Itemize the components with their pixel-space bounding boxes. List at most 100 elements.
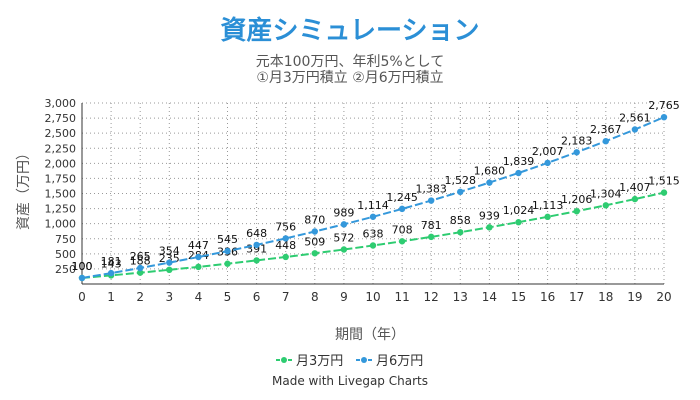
y-tick-label: 2,500 — [45, 127, 77, 140]
x-tick-label: 0 — [78, 290, 86, 304]
data-label-series-1: 781 — [421, 219, 442, 232]
data-point-series-1 — [369, 242, 377, 249]
data-label-series-2: 648 — [246, 227, 267, 240]
data-point-series-2 — [253, 241, 260, 249]
data-label-series-2: 2,183 — [561, 134, 593, 147]
data-point-series-2 — [515, 169, 522, 177]
data-label-series-2: 989 — [333, 206, 354, 219]
data-label-series-1: 858 — [450, 214, 471, 227]
x-tick-label: 6 — [253, 290, 261, 304]
chart-subtitle-line-1: 元本100万円、年利5%として — [255, 54, 445, 70]
data-point-series-2 — [428, 197, 435, 204]
data-point-series-1 — [660, 189, 668, 196]
data-point-series-2 — [369, 213, 377, 220]
data-point-series-1 — [195, 263, 202, 271]
x-tick-label: 8 — [311, 290, 319, 304]
data-point-series-1 — [573, 208, 580, 215]
data-point-series-1 — [486, 224, 493, 231]
data-label-series-2: 2,367 — [590, 123, 622, 136]
x-tick-label: 11 — [394, 290, 409, 304]
series: 1001431882352843363914485095726387087818… — [72, 99, 680, 282]
y-tick-label: 250 — [55, 263, 76, 276]
data-label-series-2: 181 — [101, 255, 122, 268]
data-label-series-2: 870 — [304, 214, 325, 227]
data-point-series-2 — [486, 179, 493, 186]
y-tick-label: 2,250 — [45, 142, 77, 155]
data-label-series-1: 572 — [333, 231, 354, 244]
data-label-series-1: 939 — [479, 209, 500, 222]
x-tick-label: 16 — [540, 290, 555, 304]
data-point-series-1 — [602, 202, 609, 209]
data-point-series-1 — [311, 250, 318, 257]
x-tick-label: 19 — [627, 290, 642, 304]
y-tick-label: 3,000 — [45, 97, 77, 110]
grid — [82, 102, 665, 284]
data-point-series-1 — [428, 233, 435, 241]
x-tick-label: 13 — [453, 290, 468, 304]
data-point-series-2 — [195, 253, 202, 261]
data-point-series-1 — [457, 229, 464, 236]
x-tick-label: 12 — [424, 290, 439, 304]
x-tick-label: 18 — [598, 290, 613, 304]
data-label-series-1: 143 — [101, 257, 122, 270]
data-label-series-1: 1,024 — [503, 204, 535, 217]
data-point-series-1 — [282, 253, 289, 261]
y-tick-label: 1,000 — [45, 218, 77, 231]
data-label-series-1: 708 — [392, 223, 413, 236]
legend[interactable]: 月3万円 月6万円 — [276, 354, 423, 369]
data-point-series-2 — [631, 126, 639, 133]
x-tick-label: 1 — [107, 290, 115, 304]
x-tick-label: 5 — [224, 290, 232, 304]
data-label-series-2: 2,007 — [532, 145, 564, 158]
data-label-series-2: 100 — [72, 260, 93, 273]
y-tick-label: 2,000 — [45, 157, 77, 170]
x-tick-label: 20 — [656, 290, 671, 304]
data-label-series-2: 2,765 — [648, 99, 680, 112]
data-point-series-1 — [253, 257, 260, 264]
data-label-series-2: 1,114 — [357, 199, 389, 212]
data-label-series-2: 1,528 — [445, 174, 477, 187]
data-point-series-2 — [107, 269, 115, 277]
x-tick-label: 2 — [136, 290, 144, 304]
data-point-series-1 — [224, 260, 231, 267]
data-point-series-2 — [166, 259, 173, 266]
legend-marker-series-2[interactable] — [361, 357, 367, 363]
data-label-series-1: 509 — [304, 235, 325, 248]
data-point-series-1 — [137, 269, 144, 276]
data-point-series-1 — [166, 266, 173, 274]
y-tick-label: 1,250 — [45, 203, 77, 216]
x-tick-label: 3 — [165, 290, 173, 304]
y-tick-label: 750 — [55, 233, 76, 246]
y-tick-label: 1,500 — [45, 188, 77, 201]
x-tick-label: 7 — [282, 290, 290, 304]
legend-label-series-2[interactable]: 月6万円 — [376, 354, 423, 369]
legend-label-series-1[interactable]: 月3万円 — [296, 354, 343, 369]
y-axis-title: 資産（万円） — [16, 146, 32, 230]
data-label-series-2: 265 — [130, 250, 151, 263]
data-label-series-1: 1,407 — [619, 181, 651, 194]
data-point-series-2 — [137, 264, 144, 272]
legend-marker-series-1[interactable] — [281, 357, 287, 363]
axes — [81, 103, 664, 285]
data-point-series-1 — [398, 238, 406, 245]
data-point-series-2 — [311, 228, 318, 235]
x-tick-label: 9 — [340, 290, 348, 304]
data-label-series-2: 756 — [275, 220, 296, 233]
data-point-series-2 — [398, 205, 406, 213]
data-point-series-2 — [282, 235, 289, 242]
x-tick-label: 17 — [569, 290, 584, 304]
data-point-series-1 — [515, 219, 522, 226]
x-tick-label: 4 — [195, 290, 203, 304]
y-tick-labels: 250 500 750 1,000 1,250 1,500 1,750 2,000 2,250 2… — [45, 97, 77, 276]
data-label-series-1: 638 — [363, 228, 384, 241]
data-point-series-1 — [544, 213, 551, 221]
x-tick-label: 14 — [482, 290, 497, 304]
data-point-series-2 — [573, 149, 580, 156]
x-tick-label: 15 — [511, 290, 526, 304]
data-label-series-2: 1,839 — [503, 155, 535, 168]
data-label-series-1: 1,206 — [561, 193, 593, 206]
data-point-series-2 — [457, 188, 464, 196]
y-tick-label: 1,750 — [45, 172, 77, 185]
data-point-series-2 — [78, 274, 86, 282]
